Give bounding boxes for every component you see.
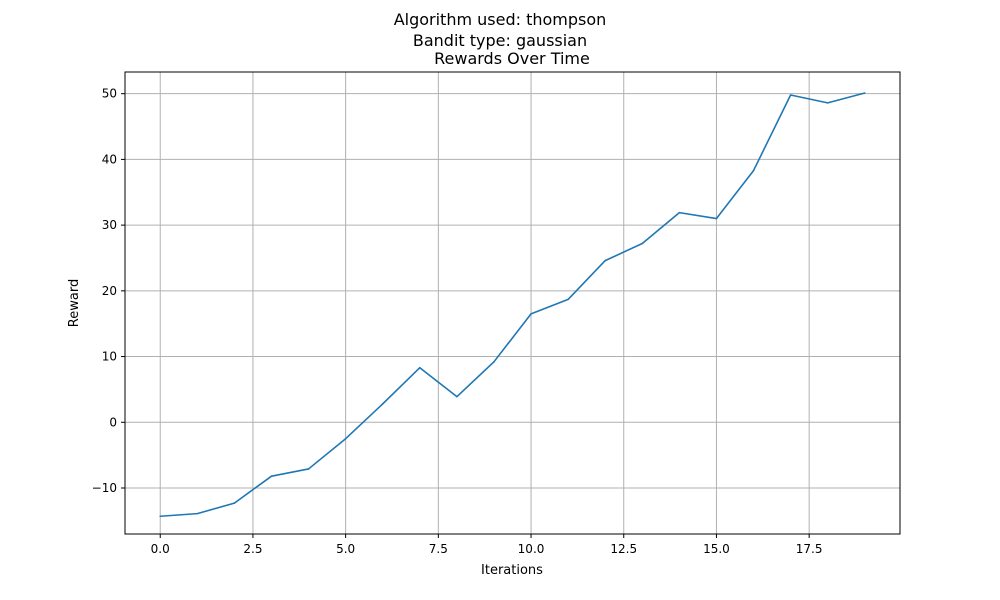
data-point [418, 366, 421, 369]
data-point [863, 92, 866, 94]
y-tick-label: 0 [109, 415, 117, 429]
data-point [826, 102, 829, 104]
data-point [530, 313, 532, 315]
data-point [715, 217, 718, 220]
grid [125, 72, 900, 534]
data-point [381, 403, 384, 405]
y-tick-label: 30 [102, 218, 117, 232]
data-point [604, 259, 607, 262]
x-tick-label: 12.5 [610, 542, 637, 556]
series-layer [159, 92, 866, 518]
y-ticks: −10 0 10 20 30 40 50 [92, 87, 125, 495]
data-point [270, 475, 273, 477]
y-tick-label: 40 [102, 152, 117, 166]
x-tick-label: 5.0 [336, 542, 355, 556]
data-point [567, 298, 569, 301]
suptitle-algorithm: Algorithm used: thompson [393, 10, 607, 29]
data-point [196, 512, 199, 515]
x-ticks: 0.0 2.5 5.0 7.5 10.0 12.5 15.0 17.5 [151, 534, 823, 556]
data-point [789, 94, 792, 96]
y-tick-label: 20 [102, 284, 117, 298]
axes-frame [124, 71, 901, 535]
y-axis-label: Reward [67, 279, 82, 327]
data-point [493, 361, 495, 363]
y-tick-label: 50 [102, 87, 117, 101]
data-point [233, 502, 236, 504]
data-point [752, 169, 755, 172]
x-tick-label: 15.0 [703, 542, 730, 556]
data-point [344, 437, 347, 440]
data-point [641, 242, 644, 245]
x-tick-label: 2.5 [243, 542, 262, 556]
x-tick-label: 0.0 [151, 542, 170, 556]
x-tick-label: 7.5 [429, 542, 448, 556]
data-point [456, 395, 458, 398]
y-tick-label: 10 [102, 350, 117, 364]
suptitle-bandit-type: Bandit type: gaussian [412, 31, 588, 50]
data-point [307, 468, 310, 470]
reward-series-line [160, 92, 865, 518]
x-tick-label: 10.0 [518, 542, 545, 556]
y-tick-label: −10 [92, 481, 117, 495]
data-point [678, 211, 681, 214]
chart-title: Rewards Over Time [434, 49, 590, 68]
x-axis-label: Iterations [481, 563, 543, 578]
x-tick-label: 17.5 [796, 542, 823, 556]
data-point [159, 515, 162, 518]
